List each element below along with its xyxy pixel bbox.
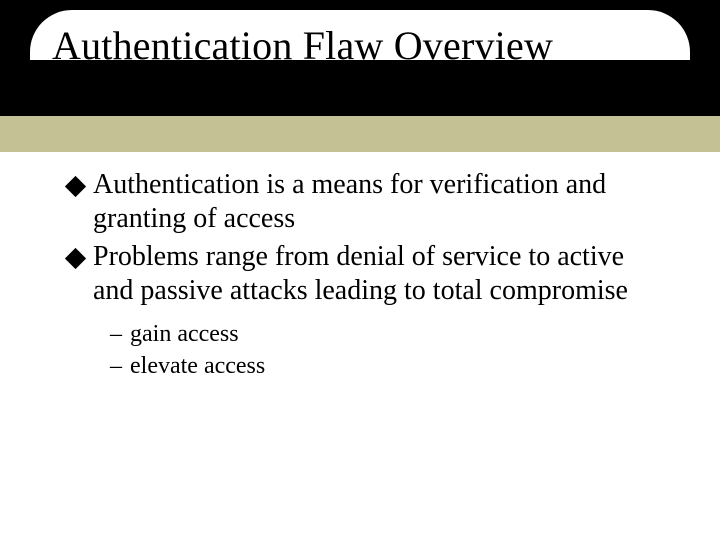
sub-bullet-item: – gain access [110,319,666,349]
bullet-text: Problems range from denial of service to… [93,240,666,308]
diamond-bullet-icon [65,248,86,269]
diamond-bullet-icon [65,176,86,197]
slide-title: Authentication Flaw Overview [52,22,553,69]
sub-bullet-text: elevate access [130,351,265,381]
slide: Authentication Flaw Overview Authenticat… [0,0,720,540]
bullet-item: Problems range from denial of service to… [66,240,666,308]
dash-bullet-icon: – [110,351,122,381]
sub-bullet-item: – elevate access [110,351,666,381]
bullet-item: Authentication is a means for verificati… [66,168,666,236]
sub-bullet-list: – gain access – elevate access [110,319,666,381]
sub-bullet-text: gain access [130,319,239,349]
dash-bullet-icon: – [110,319,122,349]
khaki-strip-overlay [0,116,720,152]
bullet-text: Authentication is a means for verificati… [93,168,666,236]
content-area: Authentication is a means for verificati… [66,168,666,383]
